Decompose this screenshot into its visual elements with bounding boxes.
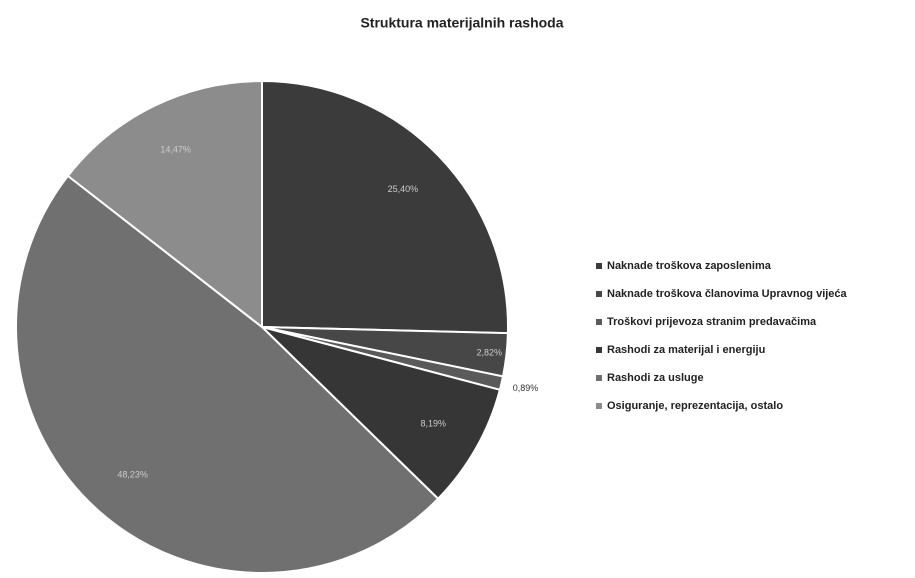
legend-swatch (596, 347, 602, 353)
chart-title: Struktura materijalnih rashoda (360, 15, 563, 31)
legend-label: Rashodi za usluge (607, 372, 704, 384)
legend-label: Naknade troškova članovima Upravnog vije… (607, 288, 848, 300)
data-label: 2,82% (477, 347, 503, 357)
pie-slice (258, 325, 502, 501)
data-label: 8,19% (420, 418, 446, 428)
pie-slice (66, 79, 263, 330)
legend-label: Troškovi prijevoza stranim predavačima (607, 316, 817, 328)
legend-label: Naknade troškova zaposlenima (607, 260, 772, 272)
legend-swatch (596, 403, 602, 409)
legend-label: Osiguranje, reprezentacija, ostalo (607, 400, 783, 412)
legend-swatch (596, 319, 602, 325)
legend-swatch (596, 263, 602, 269)
pie-slice (261, 79, 509, 335)
data-label: 25,40% (388, 184, 419, 194)
data-label: 48,23% (117, 470, 148, 480)
data-label: 0,89% (513, 383, 539, 393)
pie-slice (15, 174, 440, 574)
data-label: 14,47% (160, 145, 191, 155)
legend-label: Rashodi za materijal i energiju (607, 344, 765, 356)
legend-swatch (596, 291, 602, 297)
legend-swatch (596, 375, 602, 381)
